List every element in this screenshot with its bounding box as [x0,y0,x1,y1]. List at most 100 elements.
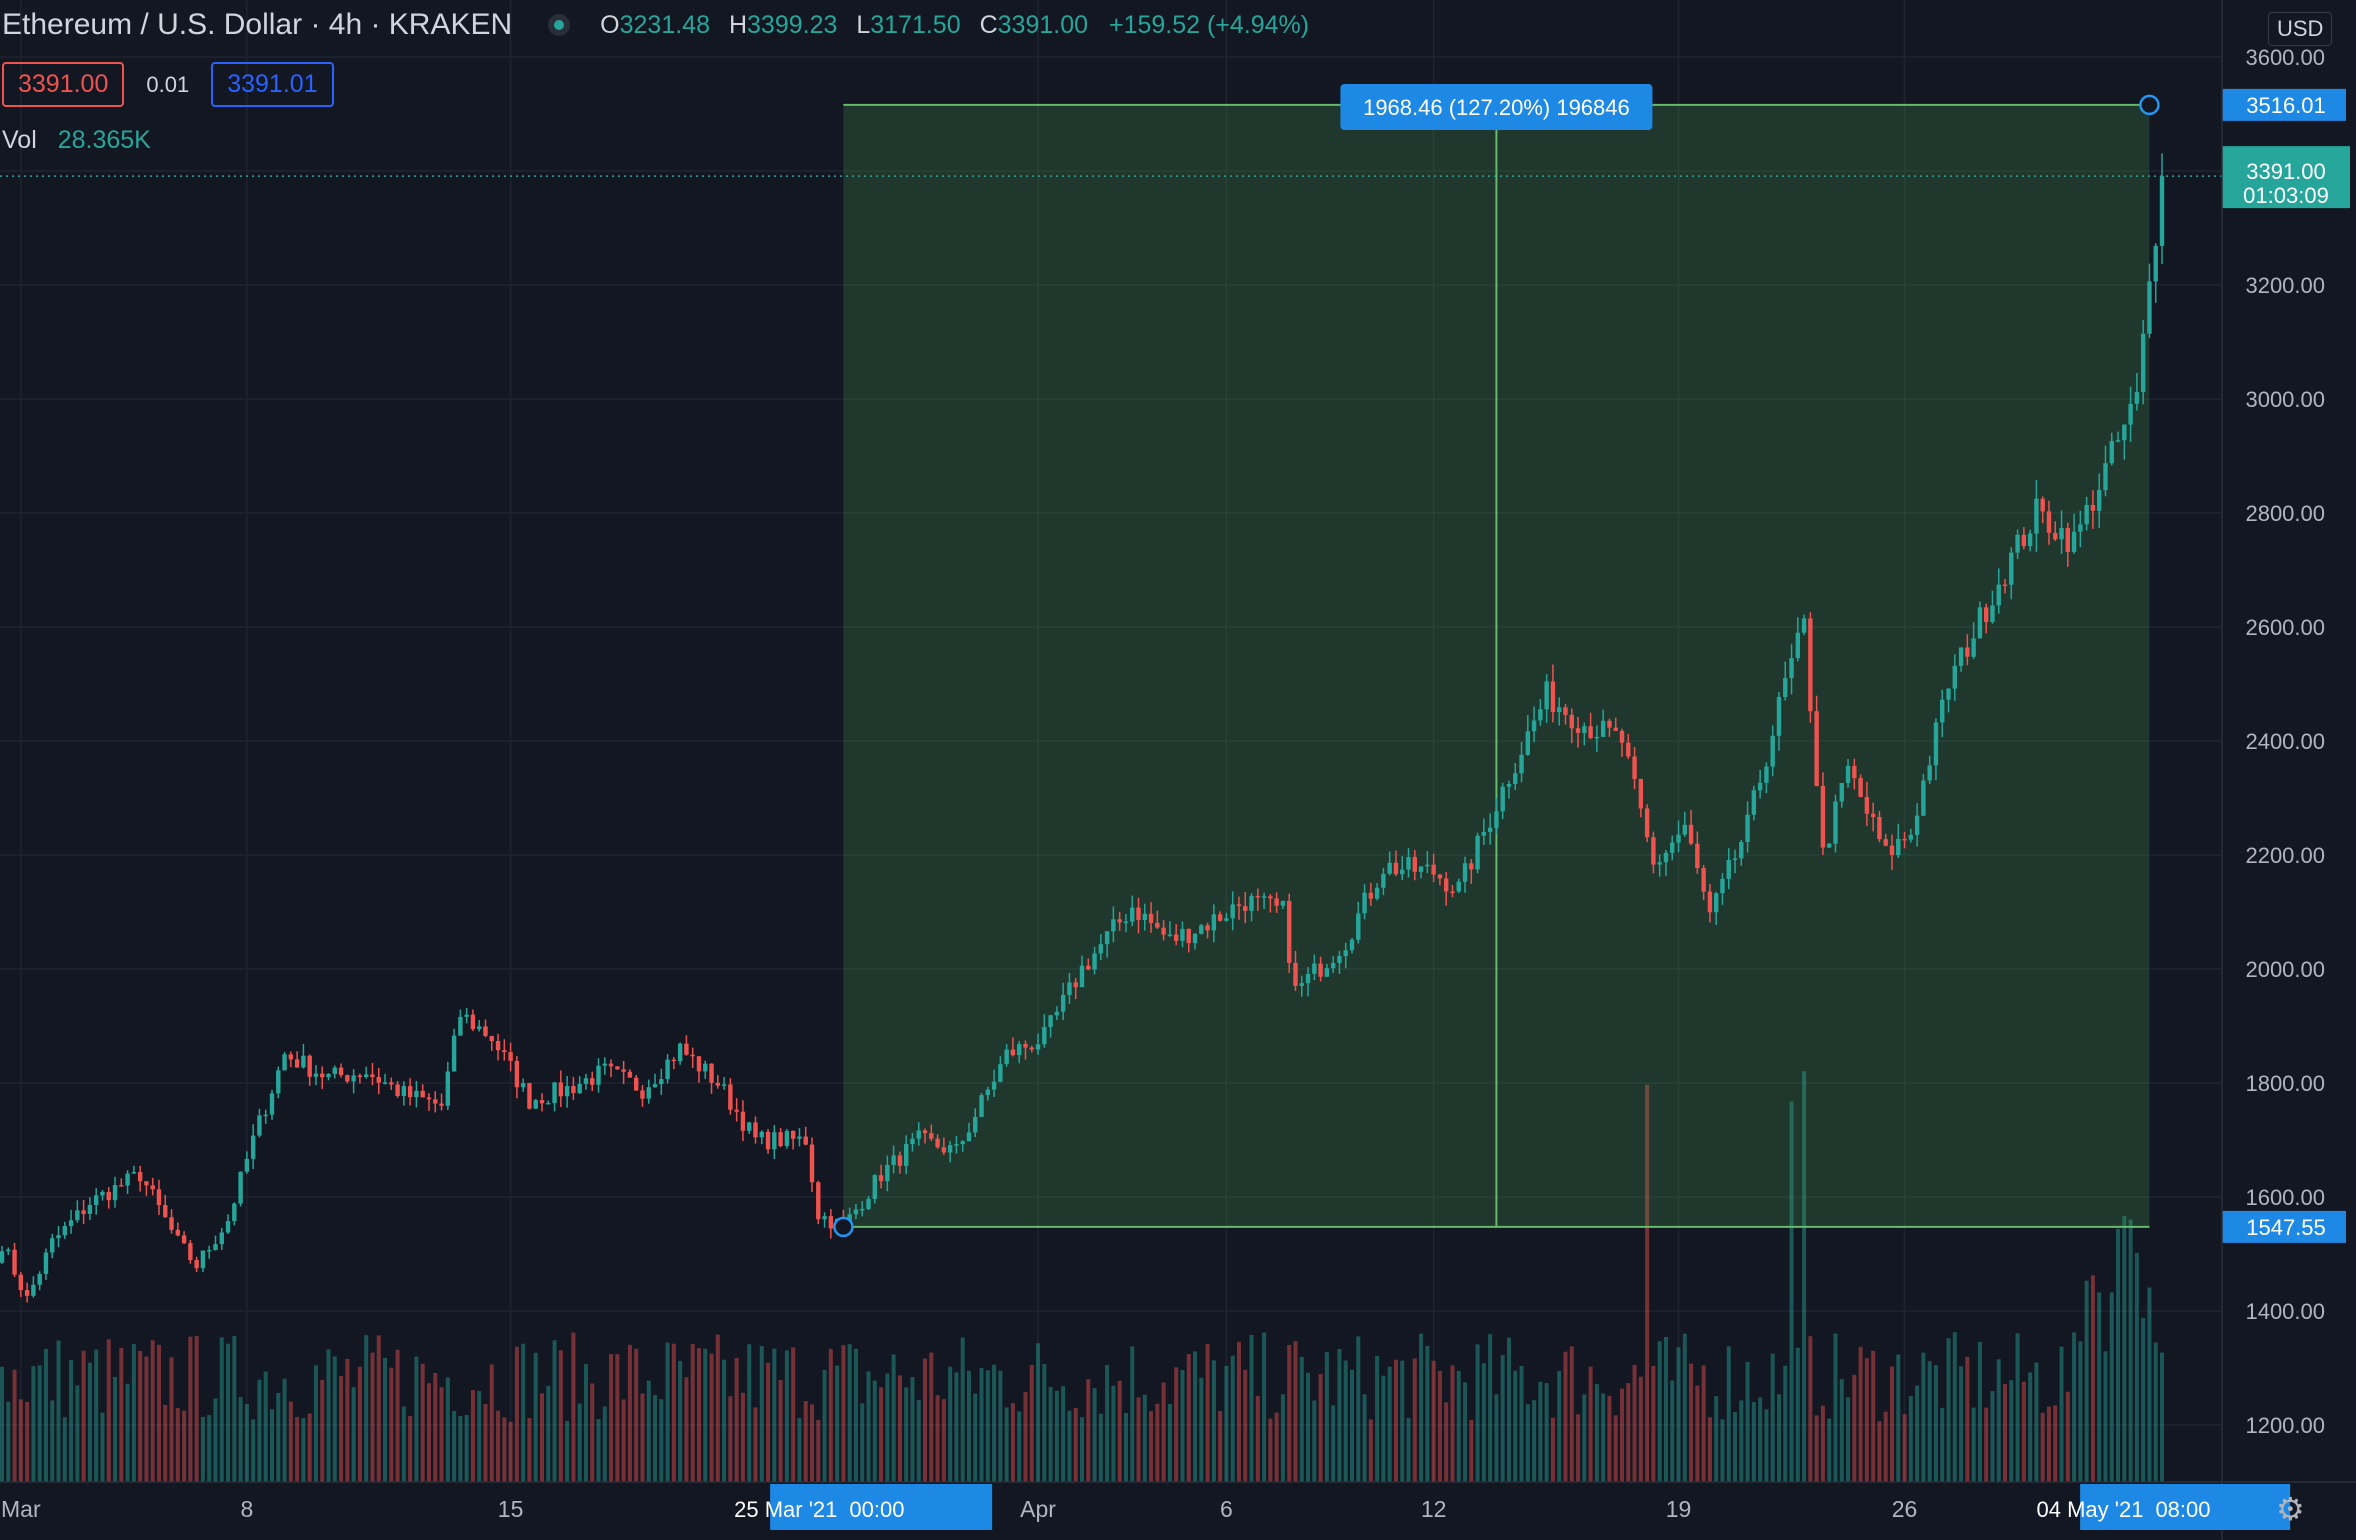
candle-body[interactable] [56,1235,61,1239]
candle-body[interactable] [1086,965,1091,970]
candle-body[interactable] [1079,965,1085,988]
candle-body[interactable] [1858,778,1863,798]
candle-body[interactable] [652,1084,658,1088]
candle-body[interactable] [1814,711,1819,786]
candle-body[interactable] [1808,618,1813,712]
candle-body[interactable] [1035,1044,1041,1050]
candle-body[interactable] [608,1063,614,1067]
candle-body[interactable] [2147,281,2152,334]
candle-body[interactable] [420,1090,425,1098]
candle-body[interactable] [1418,866,1424,872]
candle-body[interactable] [822,1216,827,1220]
candle-body[interactable] [910,1138,915,1145]
candle-body[interactable] [1173,934,1179,941]
candle-body[interactable] [1933,722,1939,766]
candle-body[interactable] [539,1100,545,1104]
candle-body[interactable] [979,1095,984,1117]
candle-body[interactable] [1707,891,1713,913]
candle-body[interactable] [1205,925,1210,931]
candle-body[interactable] [1983,607,1989,623]
candle-body[interactable] [1500,786,1505,812]
candle-body[interactable] [960,1141,965,1145]
candle-body[interactable] [1563,707,1568,715]
candle-body[interactable] [1443,878,1449,892]
candle-body[interactable] [809,1144,815,1183]
candle-body[interactable] [1362,892,1367,914]
candle-body[interactable] [1670,842,1675,853]
candle-body[interactable] [1795,632,1801,659]
candle-body[interactable] [1965,647,1970,657]
candle-body[interactable] [677,1043,683,1062]
candle-body[interactable] [1161,927,1166,935]
candle-body[interactable] [1469,863,1474,870]
candle-body[interactable] [633,1077,639,1091]
candle-body[interactable] [2122,424,2127,441]
candle-body[interactable] [1971,638,1976,657]
candle-body[interactable] [721,1084,727,1086]
candle-body[interactable] [1249,895,1254,911]
candle-body[interactable] [1305,973,1311,984]
candle-body[interactable] [163,1205,168,1218]
candle-body[interactable] [414,1090,419,1098]
candle-body[interactable] [684,1043,689,1055]
candle-body[interactable] [1067,982,1072,995]
candle-body[interactable] [577,1083,582,1094]
candle-body[interactable] [703,1063,708,1072]
candle-body[interactable] [1199,925,1204,934]
candle-body[interactable] [552,1082,557,1103]
candle-body[interactable] [1651,837,1656,865]
candle-body[interactable] [1287,901,1292,963]
candle-body[interactable] [489,1036,494,1042]
candle-body[interactable] [1130,907,1135,922]
candle-body[interactable] [1921,780,1926,816]
candle-body[interactable] [1582,726,1587,733]
candle-body[interactable] [2027,533,2033,547]
candle-body[interactable] [659,1079,664,1085]
candle-body[interactable] [0,1251,5,1263]
candle-body[interactable] [860,1209,865,1211]
candle-body[interactable] [1557,707,1562,713]
candle-body[interactable] [2021,534,2027,547]
candle-body[interactable] [621,1069,626,1072]
candle-body[interactable] [1870,813,1876,817]
candle-body[interactable] [464,1014,469,1017]
candle-body[interactable] [2115,440,2121,442]
candle-body[interactable] [1481,831,1487,836]
candle-body[interactable] [294,1059,300,1068]
candle-body[interactable] [282,1054,287,1071]
candle-body[interactable] [1180,928,1185,941]
candle-body[interactable] [1017,1044,1022,1056]
candle-body[interactable] [200,1250,206,1269]
candle-body[interactable] [112,1185,118,1201]
candle-body[interactable] [125,1173,130,1186]
candle-body[interactable] [1293,962,1298,986]
candle-body[interactable] [345,1075,350,1082]
candle-body[interactable] [1839,782,1844,802]
candle-body[interactable] [1569,714,1574,729]
candle-body[interactable] [219,1232,224,1245]
candle-body[interactable] [1048,1015,1053,1027]
candle-body[interactable] [389,1082,394,1085]
candle-body[interactable] [784,1130,790,1147]
candle-body[interactable] [2065,528,2071,552]
candle-body[interactable] [1368,892,1374,899]
candle-body[interactable] [1896,838,1901,856]
candle-body[interactable] [1142,913,1147,920]
candle-body[interactable] [2009,552,2014,585]
candle-body[interactable] [407,1086,413,1098]
candle-body[interactable] [37,1273,42,1285]
candle-body[interactable] [520,1083,526,1088]
candle-body[interactable] [2002,584,2008,587]
candle-body[interactable] [232,1203,237,1222]
candle-body[interactable] [144,1181,149,1186]
candle-body[interactable] [150,1185,155,1190]
candle-body[interactable] [1312,963,1317,974]
candle-body[interactable] [941,1147,947,1153]
candle-body[interactable] [1104,931,1110,945]
candle-body[interactable] [495,1041,501,1051]
candle-body[interactable] [1977,607,1983,639]
candle-body[interactable] [119,1185,124,1187]
candle-body[interactable] [156,1189,162,1206]
candle-body[interactable] [1280,901,1286,906]
candle-body[interactable] [929,1133,934,1139]
